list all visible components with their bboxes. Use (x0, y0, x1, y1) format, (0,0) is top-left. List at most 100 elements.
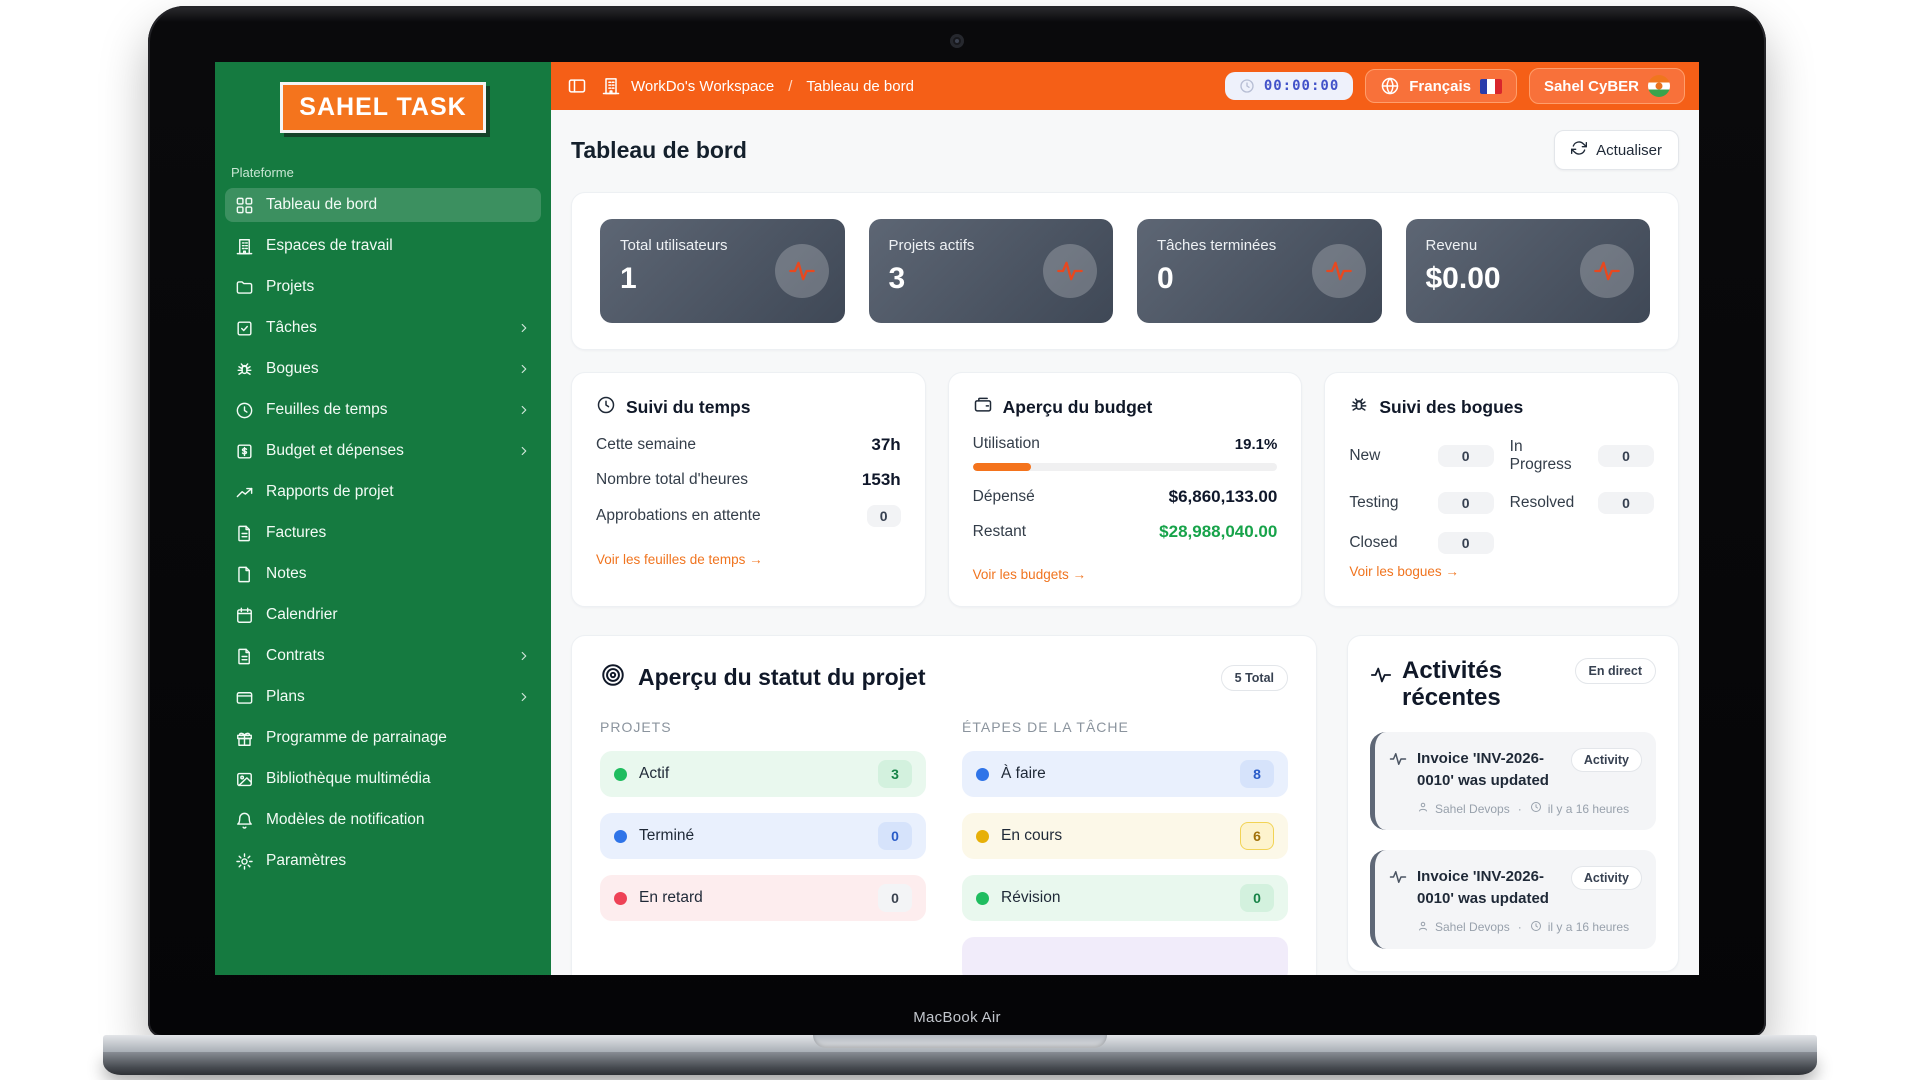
bug-stat-label: Testing (1349, 494, 1399, 511)
activity-item-top: Invoice 'INV-2026-0010' was updated Activ… (1389, 747, 1642, 792)
sidebar-item-label: Modèles de notification (266, 811, 425, 828)
wallet-icon (973, 395, 993, 420)
sidebar-item-label: Notes (266, 565, 307, 582)
pulse-icon (1389, 748, 1407, 773)
pulse-icon (774, 244, 829, 298)
clock-icon (596, 395, 616, 420)
sidebar-menu: Tableau de bord Espaces de travail Projets… (215, 188, 551, 885)
sidebar-item-t-ches[interactable]: Tâches (225, 311, 541, 345)
activity-item-title: Invoice 'INV-2026-0010' was updated (1417, 749, 1549, 789)
status-row-termin-[interactable]: Terminé 0 (600, 813, 926, 859)
sidebar-item-notes[interactable]: Notes (225, 557, 541, 591)
timer-widget[interactable]: 00:00:00 (1224, 72, 1354, 100)
view-bugs-link[interactable]: Voir les bogues → (1349, 564, 1459, 579)
time-row-label: Nombre total d'heures (596, 471, 749, 488)
clock-icon (1530, 920, 1542, 935)
stat-value: 0 (1157, 262, 1174, 295)
sidebar-item-budget-et-d-penses[interactable]: Budget et dépenses (225, 434, 541, 468)
sidebar-item-calendrier[interactable]: Calendrier (225, 598, 541, 632)
projects-column: PROJETS Actif 3 Terminé 0 En retard 0 (600, 719, 926, 975)
language-button[interactable]: Français (1365, 69, 1517, 103)
activity-item[interactable]: Invoice 'INV-2026-0010' was updated Activ… (1370, 850, 1656, 949)
bug-stat-label: New (1349, 447, 1381, 464)
chevron-right-icon (517, 649, 531, 663)
bell-icon (235, 811, 254, 830)
stages-heading: ÉTAPES DE LA TÂCHE (962, 719, 1129, 735)
pulse-icon (1043, 244, 1097, 298)
clock-icon (1530, 801, 1542, 816)
niger-flag-avatar (1648, 75, 1670, 97)
status-row-partial[interactable] (962, 937, 1288, 975)
status-total-badge: 5 Total (1220, 664, 1288, 691)
stat-card-1[interactable]: Projets actifs 3 (868, 219, 1113, 323)
status-row-label: À faire (1001, 765, 1046, 782)
sidebar-item-contrats[interactable]: Contrats (225, 639, 541, 673)
language-label: Français (1409, 77, 1471, 95)
pulse-icon (1370, 658, 1392, 691)
sidebar-section-label: Plateforme (231, 165, 294, 180)
app-logo-text: SAHEL TASK (299, 93, 467, 121)
status-row-count: 8 (1240, 760, 1274, 788)
status-row-en-retard[interactable]: En retard 0 (600, 875, 926, 921)
sidebar-item-espaces-de-travail[interactable]: Espaces de travail (225, 229, 541, 263)
file-text-icon (235, 524, 254, 543)
stat-card-0[interactable]: Total utilisateurs 1 (600, 219, 845, 323)
sidebar-item-feuilles-de-temps[interactable]: Feuilles de temps (225, 393, 541, 427)
stat-value: 3 (888, 262, 906, 295)
sidebar-item-programme-de-parrainage[interactable]: Programme de parrainage (225, 721, 541, 755)
trend-up-icon (235, 483, 254, 502)
time-row: Cette semaine 37h (596, 435, 901, 455)
pulse-icon (1580, 244, 1634, 298)
header-actions: 00:00:00 Français Sahel CyBER (1224, 68, 1685, 104)
meta-separator: · (1517, 801, 1522, 816)
sidebar-item-bogues[interactable]: Bogues (225, 352, 541, 386)
sidebar-item-label: Projets (266, 278, 315, 295)
view-budgets-link[interactable]: Voir les budgets → (972, 567, 1086, 582)
time-row-value: 153h (861, 470, 901, 489)
status-row-r-vision[interactable]: Révision 0 (962, 875, 1288, 921)
sidebar-item-label: Feuilles de temps (266, 401, 388, 418)
sidebar-toggle-icon[interactable] (567, 76, 587, 96)
status-card-title: Aperçu du statut du projet (638, 664, 926, 690)
breadcrumb-workspace[interactable]: WorkDo's Workspace (631, 77, 775, 95)
sidebar-item-factures[interactable]: Factures (225, 516, 541, 550)
stat-label: Tâches terminées (1157, 237, 1277, 254)
breadcrumb-current: Tableau de bord (806, 77, 914, 95)
sidebar-item-param-tres[interactable]: Paramètres (225, 844, 541, 878)
sidebar-item-label: Contrats (266, 647, 325, 664)
user-icon (1417, 801, 1429, 816)
status-row-count: 0 (878, 884, 912, 912)
sidebar-item-projets[interactable]: Projets (225, 270, 541, 304)
timer-value: 00:00:00 (1263, 78, 1340, 94)
time-card-title: Suivi du temps (626, 397, 751, 417)
user-menu-button[interactable]: Sahel CyBER (1528, 68, 1685, 104)
sidebar-item-tableau-de-bord[interactable]: Tableau de bord (225, 188, 541, 222)
status-row-actif[interactable]: Actif 3 (600, 751, 926, 797)
sidebar-item-biblioth-que-multim-dia[interactable]: Bibliothèque multimédia (225, 762, 541, 796)
time-row-label: Cette semaine (596, 436, 696, 453)
sidebar-item-label: Calendrier (266, 606, 338, 623)
time-row: Approbations en attente 0 (596, 505, 901, 527)
view-timesheets-link[interactable]: Voir les feuilles de temps → (596, 552, 763, 567)
app-logo[interactable]: SAHEL TASK (280, 82, 486, 133)
sidebar-item-plans[interactable]: Plans (225, 680, 541, 714)
time-row: Nombre total d'heures 153h (596, 470, 901, 490)
activity-time: il y a 16 heures (1547, 920, 1630, 935)
spent-label: Dépensé (972, 488, 1035, 505)
activity-type-badge: Activity (1570, 866, 1642, 891)
breadcrumb-separator: / (788, 77, 793, 95)
status-row--faire[interactable]: À faire 8 (962, 751, 1288, 797)
refresh-button[interactable]: Actualiser (1554, 130, 1679, 170)
sidebar-item-label: Rapports de projet (266, 483, 394, 500)
folder-icon (235, 278, 254, 297)
sidebar-item-rapports-de-projet[interactable]: Rapports de projet (225, 475, 541, 509)
activity-time: il y a 16 heures (1547, 801, 1630, 816)
france-flag-icon (1479, 78, 1502, 94)
activity-item[interactable]: Invoice 'INV-2026-0010' was updated Activ… (1370, 731, 1656, 831)
stat-card-3[interactable]: Revenu $0.00 (1405, 219, 1650, 323)
status-row-en-cours[interactable]: En cours 6 (962, 813, 1288, 859)
stat-card-2[interactable]: Tâches terminées 0 (1137, 219, 1382, 323)
sidebar-item-label: Programme de parrainage (266, 729, 447, 746)
remaining-value: $28,988,040.00 (1159, 522, 1278, 541)
sidebar-item-mod-les-de-notification[interactable]: Modèles de notification (225, 803, 541, 837)
